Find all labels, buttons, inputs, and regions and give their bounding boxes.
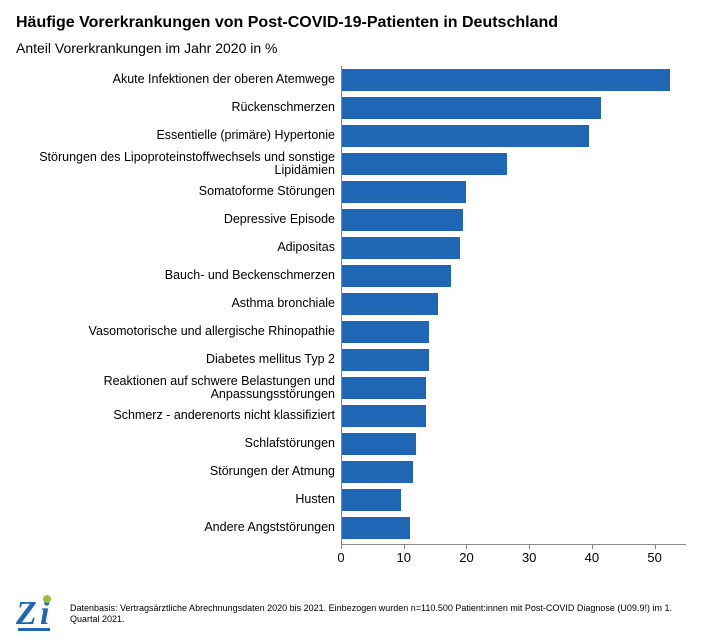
chart-row: Asthma bronchiale [16,290,686,318]
bar [341,237,460,259]
bar-track [341,374,686,402]
bar-track [341,346,686,374]
x-tick-label: 50 [647,550,661,565]
bar [341,405,426,427]
chart-row: Adipositas [16,234,686,262]
footer: Z i Datenbasis: Vertragsärztliche Abrech… [16,594,693,634]
bar-label: Akute Infektionen der oberen Atemwege [16,66,341,94]
bar [341,69,670,91]
chart-row: Akute Infektionen der oberen Atemwege [16,66,686,94]
bar-track [341,122,686,150]
bar-track [341,262,686,290]
bar-label: Depressive Episode [16,206,341,234]
bar-track [341,430,686,458]
bar [341,209,463,231]
bar-track [341,486,686,514]
chart-row: Bauch- und Beckenschmerzen [16,262,686,290]
bar-label: Asthma bronchiale [16,290,341,318]
chart-container: Häufige Vorerkrankungen von Post-COVID-1… [0,0,709,644]
x-tick-label: 0 [337,550,344,565]
chart-row: Husten [16,486,686,514]
bar-label: Essentielle (primäre) Hypertonie [16,122,341,150]
chart-row: Störungen des Lipoproteinstoffwechsels u… [16,150,686,178]
x-tick-label: 10 [396,550,410,565]
chart-title: Häufige Vorerkrankungen von Post-COVID-1… [16,14,693,32]
bar-label: Rückenschmerzen [16,94,341,122]
chart-wrap: Akute Infektionen der oberen AtemwegeRüc… [16,66,693,567]
bar [341,293,438,315]
bar [341,153,507,175]
bar-track [341,402,686,430]
chart-subtitle: Anteil Vorerkrankungen im Jahr 2020 in % [16,40,693,56]
bar [341,461,413,483]
chart-row: Vasomotorische und allergische Rhinopath… [16,318,686,346]
bar [341,97,601,119]
bar-label: Husten [16,486,341,514]
bar-track [341,66,686,94]
chart-row: Somatoforme Störungen [16,178,686,206]
bar [341,489,401,511]
x-tick-label: 40 [585,550,599,565]
x-tick [404,544,405,549]
bar [341,125,589,147]
x-axis-line [341,544,686,545]
footnote-text: Datenbasis: Vertragsärztliche Abrechnung… [70,603,693,626]
logo: Z i [16,594,60,634]
x-tick [466,544,467,549]
bar-label: Vasomotorische und allergische Rhinopath… [16,318,341,346]
chart-row: Schlafstörungen [16,430,686,458]
bar-label: Reaktionen auf schwere Belastungen und A… [16,374,341,402]
y-baseline [341,66,342,544]
x-tick-label: 30 [522,550,536,565]
bar [341,433,416,455]
bar-track [341,290,686,318]
chart-row: Depressive Episode [16,206,686,234]
bar [341,349,429,371]
chart-row: Andere Angststörungen [16,514,686,542]
bar [341,181,466,203]
bar-label: Störungen des Lipoproteinstoffwechsels u… [16,150,341,178]
chart-plot-area: Akute Infektionen der oberen AtemwegeRüc… [16,66,686,567]
bar-label: Somatoforme Störungen [16,178,341,206]
bar-track [341,94,686,122]
bar-label: Bauch- und Beckenschmerzen [16,262,341,290]
svg-text:Z: Z [16,595,37,632]
bar-track [341,514,686,542]
bar-track [341,150,686,178]
chart-row: Rückenschmerzen [16,94,686,122]
x-tick [592,544,593,549]
bar [341,517,410,539]
bar-track [341,206,686,234]
x-tick-label: 20 [459,550,473,565]
bar-label: Schmerz - anderenorts nicht klassifizier… [16,402,341,430]
bar-track [341,458,686,486]
chart-x-axis: 0 10 20 30 40 50 [16,544,686,567]
bar-track [341,318,686,346]
chart-rows: Akute Infektionen der oberen AtemwegeRüc… [16,66,686,542]
bar-track [341,178,686,206]
x-tick [341,544,342,549]
bar [341,265,451,287]
bar-label: Adipositas [16,234,341,262]
x-tick [529,544,530,549]
chart-row: Störungen der Atmung [16,458,686,486]
bar-label: Andere Angststörungen [16,514,341,542]
chart-row: Essentielle (primäre) Hypertonie [16,122,686,150]
chart-row: Schmerz - anderenorts nicht klassifizier… [16,402,686,430]
bar-label: Schlafstörungen [16,430,341,458]
chart-row: Reaktionen auf schwere Belastungen und A… [16,374,686,402]
bar-label: Diabetes mellitus Typ 2 [16,346,341,374]
bar [341,377,426,399]
bar-label: Störungen der Atmung [16,458,341,486]
bar [341,321,429,343]
bar-track [341,234,686,262]
chart-row: Diabetes mellitus Typ 2 [16,346,686,374]
x-tick [655,544,656,549]
